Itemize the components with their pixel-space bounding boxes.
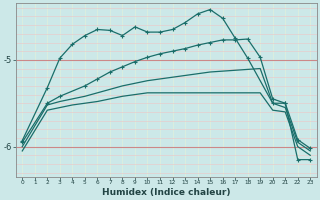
X-axis label: Humidex (Indice chaleur): Humidex (Indice chaleur) <box>102 188 230 197</box>
